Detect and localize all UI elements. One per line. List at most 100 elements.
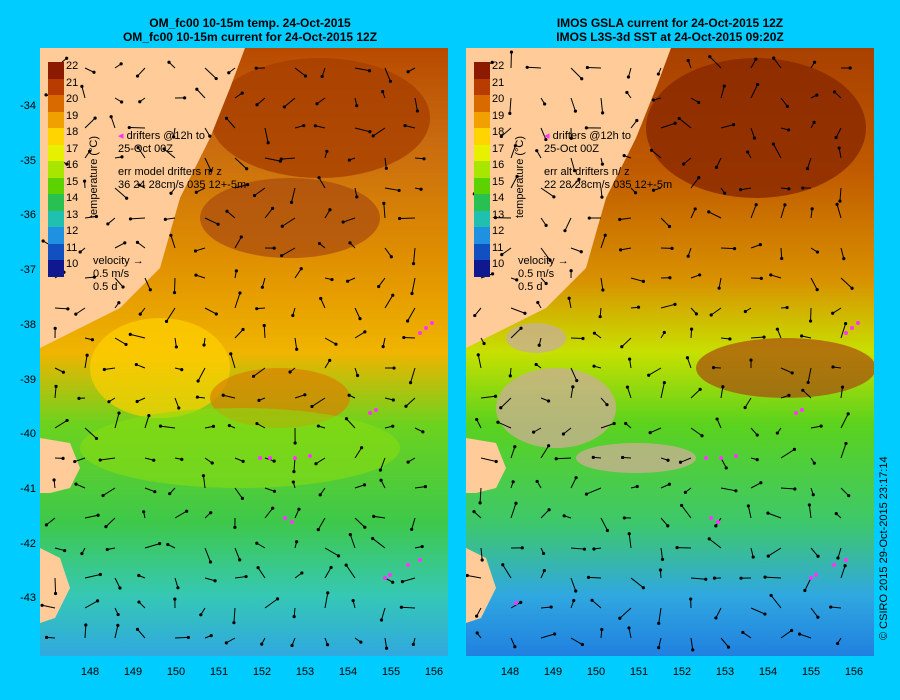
current-vector [540,247,551,261]
current-vector-head [766,511,770,515]
current-vector-head [391,293,395,297]
current-vector [405,397,416,407]
current-vector-head [832,90,837,94]
left-colorbar [48,62,64,277]
current-vector [114,412,120,429]
right-map-panel[interactable] [466,48,874,656]
current-vector [137,67,146,77]
current-vector [780,247,783,259]
current-vector [660,303,676,309]
current-vector-head [508,374,512,378]
current-vector-head [500,253,504,257]
current-vector-head [511,480,515,484]
current-vector-head [363,525,367,529]
colorbar-tick-label: 20 [66,93,79,105]
current-vector-head [590,598,594,602]
current-vector [74,457,86,463]
current-vector-head [601,111,605,115]
current-vector-head [410,291,414,296]
current-vector [710,307,722,316]
current-vector-head [423,485,427,489]
left-map-canvas [40,48,448,656]
colorbar-tick-label: 21 [492,76,505,89]
current-vector-head [476,353,480,357]
current-vector [802,389,812,399]
colorbar-tick-label: 11 [492,241,504,254]
colorbar-tick-label: 19 [492,109,505,122]
current-vector-head [749,358,753,362]
current-vector [54,577,57,594]
current-vector-head [44,93,48,97]
current-vector-head [209,168,213,173]
current-vector-head [176,586,180,590]
current-vector [840,323,847,339]
current-vector-head [605,403,609,407]
left-drifter-marker-icon: ◂ [118,130,124,142]
left-map-panel[interactable] [40,48,448,656]
current-vector-head [271,506,275,510]
current-vector [750,84,759,99]
current-vector [324,547,339,557]
latitude-tick-label: -40 [20,428,36,441]
current-vector-head [255,307,259,311]
current-vector-head [514,501,518,505]
current-vector [253,367,266,377]
current-vector-head [291,480,295,484]
current-vector-head [714,165,719,169]
current-vector-head [177,406,181,410]
current-vector [840,247,845,259]
current-vector [384,157,387,169]
current-vector-head [627,532,631,536]
colorbar-swatch [48,243,64,260]
current-vector-head [293,441,297,445]
current-vector [681,505,692,519]
current-vector [720,386,724,399]
current-vector-head [739,576,743,580]
current-vector [742,632,752,639]
current-vector-head [693,207,697,211]
current-vector-head [829,605,833,609]
current-vector-head [411,262,416,266]
current-vector-head [106,222,110,226]
current-vector-head [168,492,172,496]
current-vector-head [397,188,401,193]
current-vector-head [163,217,167,221]
current-vector-head [402,335,406,340]
left-warm-eddy-north [210,58,430,178]
current-vector [294,337,298,350]
current-vector-head [121,285,125,289]
current-vector-head [499,406,503,410]
current-vector-head [164,319,169,323]
current-vector [570,386,574,399]
right-velocity-scale: 0.5 m/s [518,268,555,280]
current-vector [264,208,274,219]
current-vector [105,517,116,527]
right-velocity-legend: velocity → 0.5 m/s 0.5 d [518,255,569,294]
current-vector-head [834,135,838,140]
current-vector-head [534,362,538,367]
current-vector-head [148,288,152,292]
current-vector [501,247,512,256]
current-vector [197,367,206,382]
current-vector-head [90,338,95,342]
longitude-tick-label: 152 [672,666,692,678]
current-vector [570,157,576,171]
current-vector-head [310,404,314,409]
current-vector [315,457,326,465]
colorbar-swatch [48,128,64,145]
colorbar-swatch [474,161,490,178]
current-vector-head [377,284,381,289]
current-vector [114,242,126,249]
current-vector-head [123,241,127,245]
current-vector-head [536,300,540,305]
current-vector [163,148,176,159]
right-warm-eddy-north [646,58,866,198]
colorbar-swatch [48,144,64,161]
current-vector-head [117,301,121,305]
current-vector-head [186,635,190,640]
current-vector [54,547,65,552]
current-vector [84,600,98,609]
current-vector-head [362,483,367,487]
colorbar-tick-label: 14 [492,192,505,204]
current-vector [174,636,189,639]
